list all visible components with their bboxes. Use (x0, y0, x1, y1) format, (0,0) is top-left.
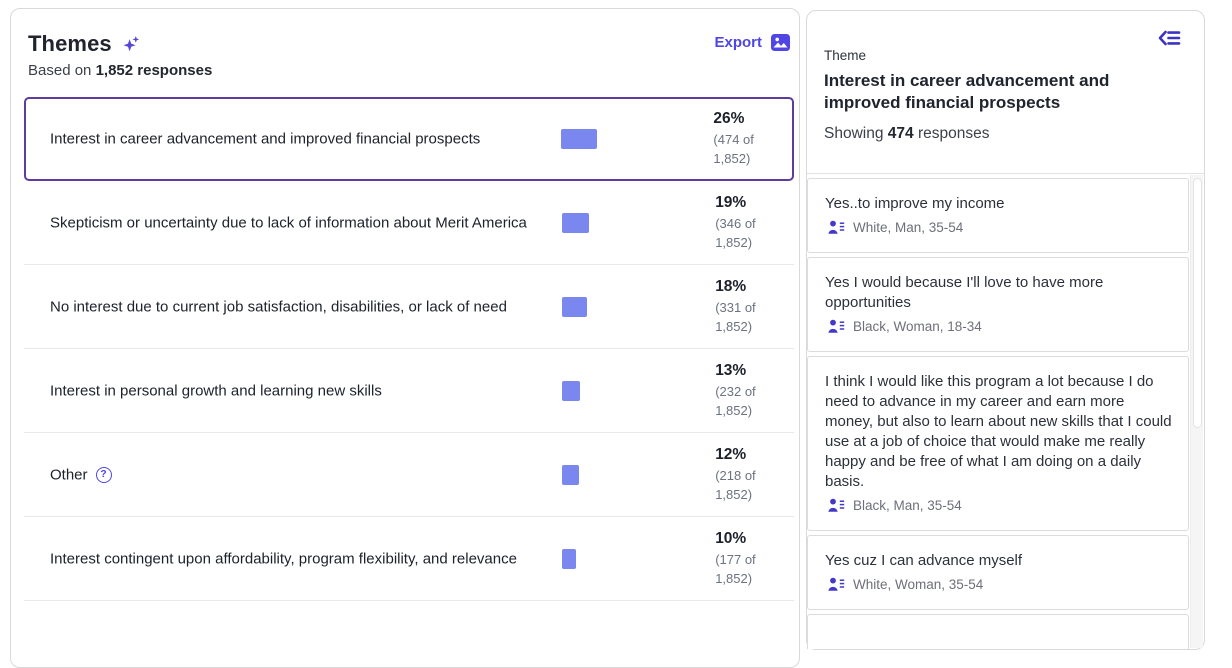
theme-bar (562, 212, 590, 233)
theme-row[interactable]: Interest in personal growth and learning… (24, 349, 794, 433)
response-text: Yes cuz I can advance myself (825, 552, 1023, 569)
theme-bar-track (562, 212, 715, 233)
response-card: I think I would like this program a lot … (807, 356, 1189, 531)
question-mark-circle-icon[interactable]: ? (95, 466, 112, 483)
response-card: Yes cuz I can advance myself White, Woma… (807, 535, 1189, 610)
theme-percent: 13% (715, 361, 747, 379)
themes-panel: Themes Based on 1,852 responses Export (10, 8, 800, 668)
themes-header: Themes Based on 1,852 responses Export (11, 9, 799, 97)
selected-theme-title: Interest in career advancement and impro… (824, 71, 1110, 112)
theme-bar (562, 464, 580, 485)
theme-label: Interest in personal growth and learning… (50, 382, 382, 400)
theme-bar-track (562, 380, 715, 401)
theme-label: Skepticism or uncertainty due to lack of… (50, 214, 527, 232)
theme-percent: 10% (715, 529, 747, 547)
response-card: Yes..to improve my income White, Man, 35… (807, 178, 1189, 253)
theme-count: (346 of 1,852) (715, 215, 756, 250)
scrollbar-thumb[interactable] (1193, 178, 1202, 428)
theme-bar (562, 548, 577, 569)
theme-detail-header: Theme Interest in career advancement and… (807, 11, 1204, 174)
image-icon (770, 33, 791, 52)
theme-bar-track (561, 129, 713, 149)
theme-bar (561, 129, 598, 149)
theme-label: Interest in career advancement and impro… (50, 130, 481, 148)
theme-label: No interest due to current job satisfact… (50, 298, 507, 316)
theme-eyebrow: Theme (824, 48, 867, 63)
theme-row[interactable]: Other? 12% (218 of 1,852) (24, 433, 794, 517)
theme-percent: 19% (715, 193, 747, 211)
theme-row[interactable]: Skepticism or uncertainty due to lack of… (24, 181, 794, 265)
based-on-label: Based on 1,852 responses (28, 62, 213, 79)
theme-label: Other? (50, 462, 562, 488)
theme-count: (232 of 1,852) (715, 383, 756, 418)
response-list: Yes..to improve my income White, Man, 35… (807, 175, 1189, 649)
theme-bar-track (562, 296, 715, 317)
theme-bar-track (562, 464, 715, 485)
response-demographic: White, Woman, 35-54 (853, 577, 984, 592)
response-demographic: White, Man, 35-54 (853, 220, 964, 235)
export-button[interactable]: Export (714, 33, 791, 52)
theme-bar (562, 296, 588, 317)
response-demographic: Black, Woman, 18-34 (853, 319, 982, 334)
theme-row[interactable]: No interest due to current job satisfact… (24, 265, 794, 349)
theme-count: (177 of 1,852) (715, 551, 756, 586)
person-details-icon (828, 319, 845, 334)
theme-count: (218 of 1,852) (715, 467, 756, 502)
theme-list: Interest in career advancement and impro… (24, 97, 794, 601)
person-details-icon (828, 220, 845, 235)
theme-count: (474 of 1,852) (713, 132, 754, 166)
theme-bar (562, 380, 581, 401)
showing-responses-label: Showing 474 responses (824, 125, 990, 142)
sparkles-icon (121, 34, 141, 54)
collapse-panel-icon[interactable] (1157, 28, 1182, 48)
theme-bar-track (562, 548, 715, 569)
theme-row[interactable]: Interest in career advancement and impro… (24, 97, 794, 181)
theme-row[interactable]: Interest contingent upon affordability, … (24, 517, 794, 601)
theme-percent: 12% (715, 445, 747, 463)
theme-percent: 18% (715, 277, 747, 295)
response-text: I think I would like this program a lot … (825, 373, 1172, 490)
page-title: Themes (28, 31, 112, 56)
person-details-icon (828, 577, 845, 592)
response-card: Yes I would because I'll love to have mo… (807, 257, 1189, 352)
response-text: Yes..to improve my income (825, 195, 1005, 212)
theme-detail-panel: Theme Interest in career advancement and… (806, 10, 1205, 650)
response-card-partial (807, 614, 1189, 649)
person-details-icon (828, 498, 845, 513)
response-text: Yes I would because I'll love to have mo… (825, 274, 1104, 311)
theme-count: (331 of 1,852) (715, 299, 756, 334)
response-demographic: Black, Man, 35-54 (853, 498, 962, 513)
theme-percent: 26% (713, 110, 745, 127)
theme-label: Interest contingent upon affordability, … (50, 550, 517, 568)
scrollbar[interactable] (1190, 175, 1203, 648)
